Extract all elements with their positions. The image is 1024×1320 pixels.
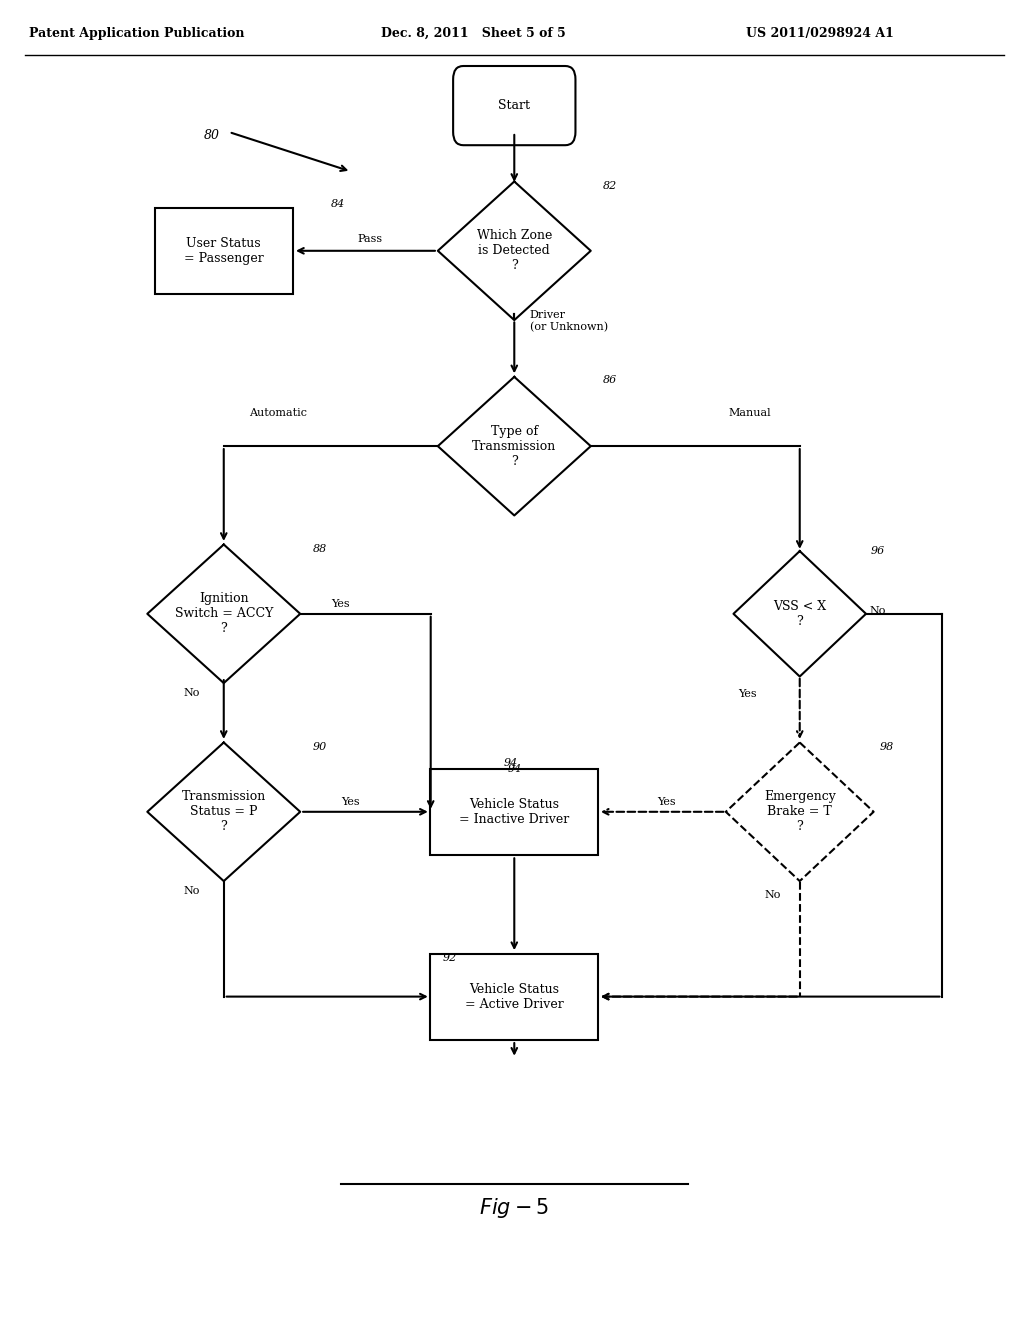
Text: $\mathit{Fig-5}$: $\mathit{Fig-5}$: [479, 1196, 549, 1220]
Text: No: No: [869, 606, 886, 616]
Text: 92: 92: [443, 953, 457, 964]
Text: Yes: Yes: [657, 797, 676, 808]
Text: Patent Application Publication: Patent Application Publication: [30, 26, 245, 40]
Text: 94: 94: [504, 758, 518, 768]
Bar: [430, 953, 598, 1040]
Text: User Status
= Passenger: User Status = Passenger: [184, 236, 263, 265]
Text: Yes: Yes: [331, 599, 349, 610]
Bar: [155, 207, 293, 293]
Text: Vehicle Status
= Inactive Driver: Vehicle Status = Inactive Driver: [459, 797, 569, 826]
Text: 96: 96: [871, 546, 886, 557]
Text: Yes: Yes: [341, 797, 359, 808]
FancyBboxPatch shape: [454, 66, 575, 145]
Text: Automatic: Automatic: [249, 408, 307, 418]
Text: No: No: [183, 886, 200, 896]
Text: Dec. 8, 2011   Sheet 5 of 5: Dec. 8, 2011 Sheet 5 of 5: [381, 26, 566, 40]
Text: 88: 88: [312, 544, 327, 554]
Text: 82: 82: [603, 181, 617, 191]
Text: 84: 84: [331, 199, 345, 210]
Text: 98: 98: [880, 742, 894, 752]
Text: Yes: Yes: [738, 689, 757, 700]
Text: 94: 94: [507, 764, 521, 775]
Text: Pass: Pass: [357, 234, 382, 244]
Text: Ignition
Switch = ACCY
?: Ignition Switch = ACCY ?: [174, 593, 273, 635]
Text: 90: 90: [312, 742, 327, 752]
Text: VSS < X
?: VSS < X ?: [773, 599, 826, 628]
Text: No: No: [183, 688, 200, 698]
Text: US 2011/0298924 A1: US 2011/0298924 A1: [746, 26, 894, 40]
Text: 86: 86: [603, 375, 617, 385]
Text: Which Zone
is Detected
?: Which Zone is Detected ?: [476, 230, 552, 272]
Text: No: No: [764, 890, 780, 900]
Bar: [430, 768, 598, 855]
Text: Type of
Transmission
?: Type of Transmission ?: [472, 425, 556, 467]
Text: Start: Start: [499, 99, 530, 112]
Text: Driver
(or Unknown): Driver (or Unknown): [529, 310, 607, 333]
Text: 80: 80: [204, 128, 219, 141]
Text: Manual: Manual: [728, 408, 771, 418]
Text: Transmission
Status = P
?: Transmission Status = P ?: [181, 791, 266, 833]
Text: Emergency
Brake = T
?: Emergency Brake = T ?: [764, 791, 836, 833]
Text: Vehicle Status
= Active Driver: Vehicle Status = Active Driver: [465, 982, 563, 1011]
